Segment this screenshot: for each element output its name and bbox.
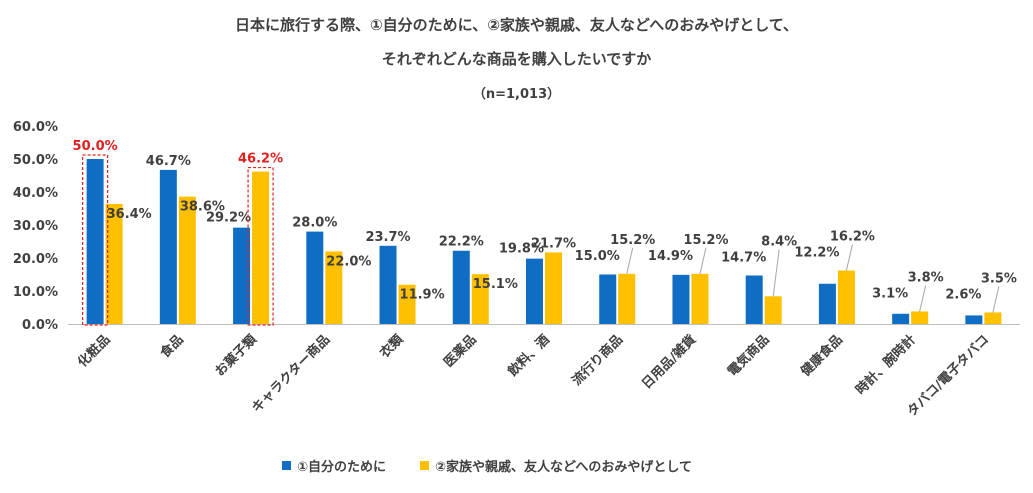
data-label-gift: 16.2% [830,230,875,245]
leader-line [919,285,927,312]
x-tick-label: 流行り商品 [569,332,626,389]
bar-gift [325,251,343,324]
y-tick-label: 60.0% [13,120,58,135]
leader-line [626,247,634,274]
data-label-gift: 3.8% [908,270,944,285]
data-label-self: 15.0% [575,249,620,264]
bar-self [818,283,836,324]
x-tick-label: 化粧品 [75,332,114,371]
data-label-self: 50.0% [73,139,118,154]
chart-title-line2: それぞれどんな商品を購入したいですか [381,50,652,68]
bar-self [306,231,324,324]
bar-chart: 0.0% 10.0% 20.0% 30.0% 40.0% 50.0% 60.0% 50.0% 3… [13,120,1020,420]
leader-line [845,244,853,271]
data-label-self: 14.7% [721,250,766,265]
bar-self [526,258,543,324]
legend-swatch-self [282,461,291,470]
data-label-self: 46.7% [146,154,191,169]
data-label-gift: 8.4% [761,234,797,249]
x-tick-label: 日用品/雑貨 [639,332,700,393]
bar-gift [398,284,416,324]
chart-subtitle: （n=1,013） [472,87,561,102]
legend-item-self: ①自分のために [282,456,386,475]
bar-gift [545,252,562,324]
y-tick-label: 10.0% [13,285,58,300]
legend-swatch-gift [420,461,430,470]
legend-item-gift: ②家族や親戚、友人などへのおみやげとして [420,456,692,475]
bar-gift [105,203,123,324]
x-tick-label: お菓子類 [212,331,261,380]
bar-gift [178,196,196,324]
x-tick-label: 健康食品 [798,332,846,380]
x-tick-label: 電気商品 [724,332,772,380]
bar-self [672,274,690,324]
data-label-gift: 46.2% [238,152,283,167]
chart-title-line1: 日本に旅行する際、①自分のために、②家族や親戚、友人などへのおみやげとして、 [234,16,798,34]
data-label-self: 3.1% [872,286,908,301]
leader-line [699,247,707,274]
x-tick-label: 衣類 [377,331,407,361]
x-tick-label: キャラクター商品 [249,332,333,416]
bar-self [599,274,617,324]
data-label-self: 12.2% [794,246,839,261]
data-label-self: 23.7% [365,230,410,245]
data-label-self: 29.2% [206,211,251,226]
y-tick-label: 0.0% [22,318,58,333]
data-label-gift: 3.5% [981,271,1017,286]
data-label-self: 14.9% [648,249,693,264]
bar-self [892,313,910,324]
bar-gift [984,312,1002,324]
bar-gift [618,273,636,324]
x-tick-label: 時計、腕時計 [853,332,919,398]
x-tick-label: タバコ/電子タバコ [905,332,993,420]
bar-self [233,227,251,324]
y-tick-label: 20.0% [13,252,58,267]
legend: ①自分のために ②家族や親戚、友人などへのおみやげとして [282,456,726,475]
bar-gift [691,273,709,324]
bar-self [452,250,470,324]
x-tick-label: 医薬品 [441,332,480,371]
y-tick-label: 40.0% [13,186,58,201]
highlight-box [82,154,109,326]
y-tick-label: 30.0% [13,219,58,234]
bar-gift [911,311,929,324]
data-label-gift: 22.0% [326,254,371,269]
legend-label-self: ①自分のために [297,460,387,475]
data-label-gift: 38.6% [180,200,225,215]
y-tick-label: 50.0% [13,153,58,168]
data-label-gift: 11.9% [400,288,445,303]
bar-gift [764,296,782,324]
data-label-gift: 15.2% [683,233,728,248]
legend-label-gift: ②家族や親戚、友人などへのおみやげとして [435,460,692,475]
data-label-self: 19.8% [499,242,544,257]
data-label-gift: 15.2% [610,233,655,248]
leader-line [992,286,1000,313]
bar-gift [252,171,270,324]
x-tick-label: 飲料、酒 [504,332,553,381]
bar-self [379,245,397,324]
data-label-gift: 36.4% [107,207,152,222]
bar-self [86,159,104,324]
bar-gift [837,270,855,324]
bar-self [965,315,983,324]
data-label-self: 22.2% [439,235,484,250]
data-label-gift: 21.7% [531,236,576,251]
bar-gift [471,274,489,324]
data-label-self: 2.6% [945,287,981,302]
x-tick-label: 食品 [157,332,187,362]
bar-self [745,275,763,324]
data-label-self: 28.0% [292,216,337,231]
highlight-box [247,166,274,326]
data-label-gift: 15.1% [473,277,518,292]
bar-self [159,169,177,324]
leader-line [772,249,780,297]
